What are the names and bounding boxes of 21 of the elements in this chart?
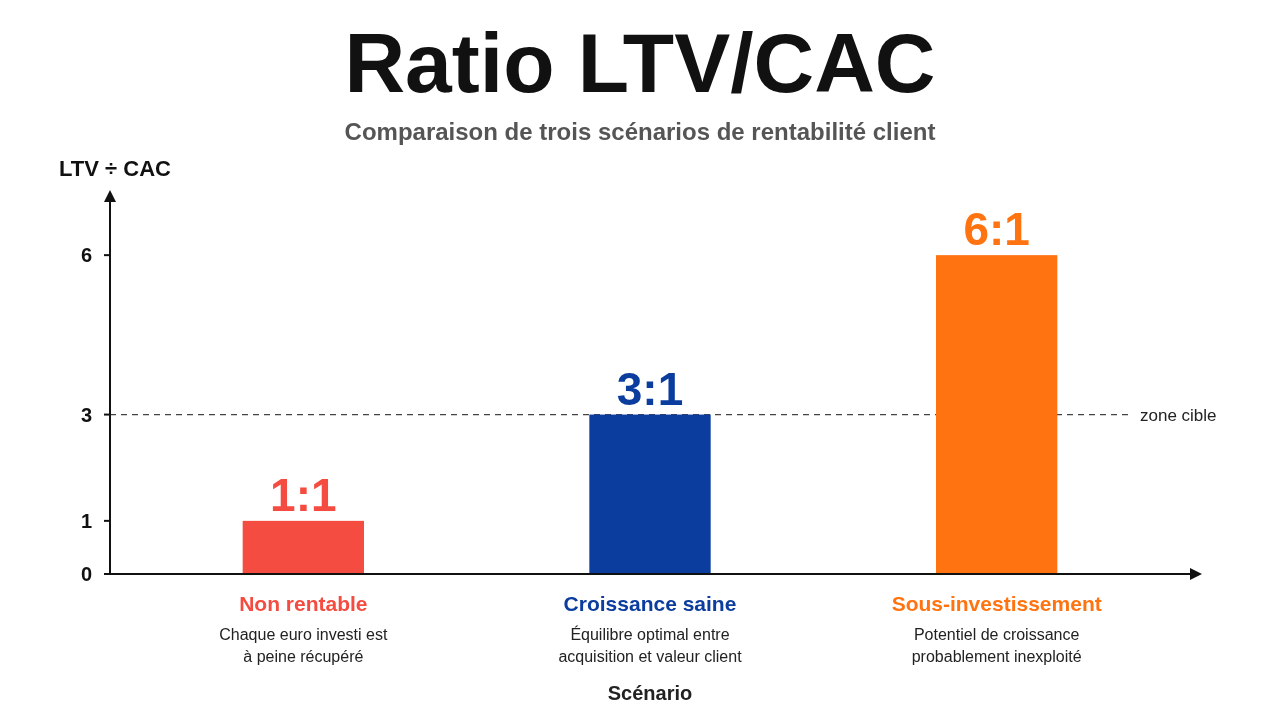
x-tick-label: Croissance saine [563,592,737,615]
bar [936,255,1058,574]
y-tick-label: 3 [80,403,92,426]
text: Équilibre optimal entre acquisition et valeur client [558,625,743,665]
data-label: 6:1 [963,203,1030,256]
y-tick-label: 1 [80,509,92,532]
x-tick-label: Sous-investissement [891,592,1102,615]
text: Chaque euro investi est à peine récupéré [219,626,388,665]
chart-subtitle: Comparaison de trois scénarios de rentabilité client [344,118,936,145]
x-axis-title: Scénario [607,682,693,704]
data-label: 3:1 [616,362,684,415]
y-tick-label: 0 [80,563,92,585]
data-label: 1:1 [270,468,337,521]
y-tick-label: 6 [80,244,92,267]
chart-title: Ratio LTV/CAC [344,16,936,110]
bar [242,520,364,574]
y-axis-title: LTV ÷ CAC [59,156,172,181]
text: Potentiel de croissance probablement inexploité [911,626,1082,665]
bar [589,414,711,574]
x-tick-label: Non rentable [239,592,368,615]
ref-line-label: zone cible [1140,405,1217,425]
